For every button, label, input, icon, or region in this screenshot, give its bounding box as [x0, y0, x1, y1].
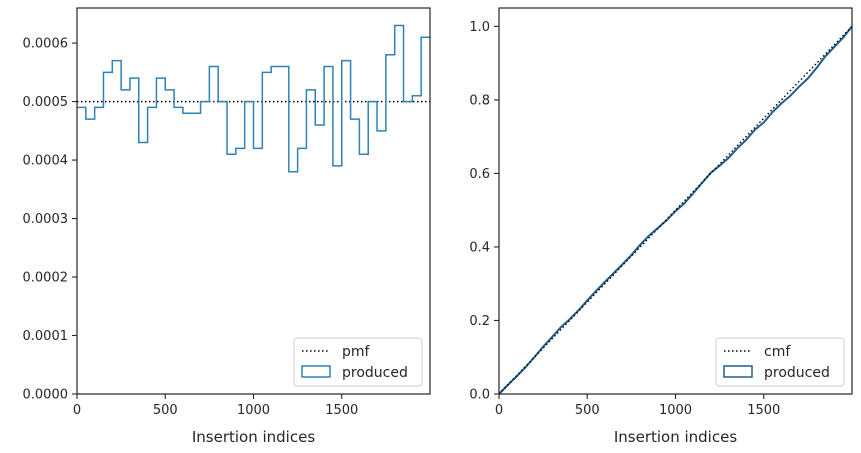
pmf-x-axis-label: Insertion indices	[192, 428, 315, 446]
legend-pmf-label: pmf	[342, 344, 371, 360]
cmf-y-tick-label: 0.2	[469, 314, 490, 329]
pmf-y-tick-label: 0.0002	[23, 271, 69, 286]
cmf-panel: 0 500 1000 1500 0.0 0.2 0.4 0.6 0.8 1.0 Insertion…	[469, 7, 853, 446]
pmf-y-tick-label: 0.0006	[23, 37, 69, 52]
cmf-x-axis-label: Insertion indices	[614, 428, 737, 446]
pmf-x-tick-label: 0	[73, 403, 81, 418]
legend-produced-label: produced	[764, 365, 830, 381]
legend-produced-patch	[723, 365, 753, 378]
cmf-reference-line	[498, 25, 853, 395]
cmf-y-tick-label: 1.0	[469, 20, 490, 35]
pmf-x-tick-label: 1500	[325, 403, 358, 418]
cmf-y-tick-label: 0.6	[469, 167, 490, 182]
pmf-x-tick-label: 500	[153, 403, 178, 418]
pmf-y-tick-label: 0.0005	[23, 95, 69, 110]
cmf-x-tick-label: 1500	[747, 403, 780, 418]
legend-produced-label: produced	[342, 365, 408, 381]
cmf-y-tick-label: 0.4	[469, 240, 490, 255]
cmf-legend: cmf produced	[715, 337, 845, 387]
pmf-axes-frame	[76, 7, 431, 395]
pmf-y-tick-label: 0.0001	[23, 329, 69, 344]
cmf-x-tick-label: 1000	[659, 403, 692, 418]
pmf-x-tick-label: 1000	[237, 403, 270, 418]
legend-cmf-label: cmf	[764, 344, 791, 360]
cmf-produced-line	[498, 25, 853, 395]
cmf-x-tick-label: 500	[575, 403, 600, 418]
cmf-y-tick-label: 0.0	[469, 388, 490, 403]
pmf-legend: pmf produced	[293, 337, 423, 387]
pmf-y-tick-label: 0.0004	[23, 154, 69, 169]
pmf-y-tick-label: 0.0003	[23, 212, 69, 227]
cmf-axes-frame	[498, 7, 853, 395]
pmf-produced-histogram	[77, 24, 430, 173]
cmf-x-tick-label: 0	[495, 403, 503, 418]
legend-produced-patch	[301, 365, 331, 378]
cmf-y-tick-label: 0.8	[469, 93, 490, 108]
pmf-y-tick-label: 0.0000	[23, 388, 69, 403]
pmf-panel: 0 500 1000 1500 0.0000 0.0001 0.0002 0.0003 0.00…	[23, 7, 431, 446]
